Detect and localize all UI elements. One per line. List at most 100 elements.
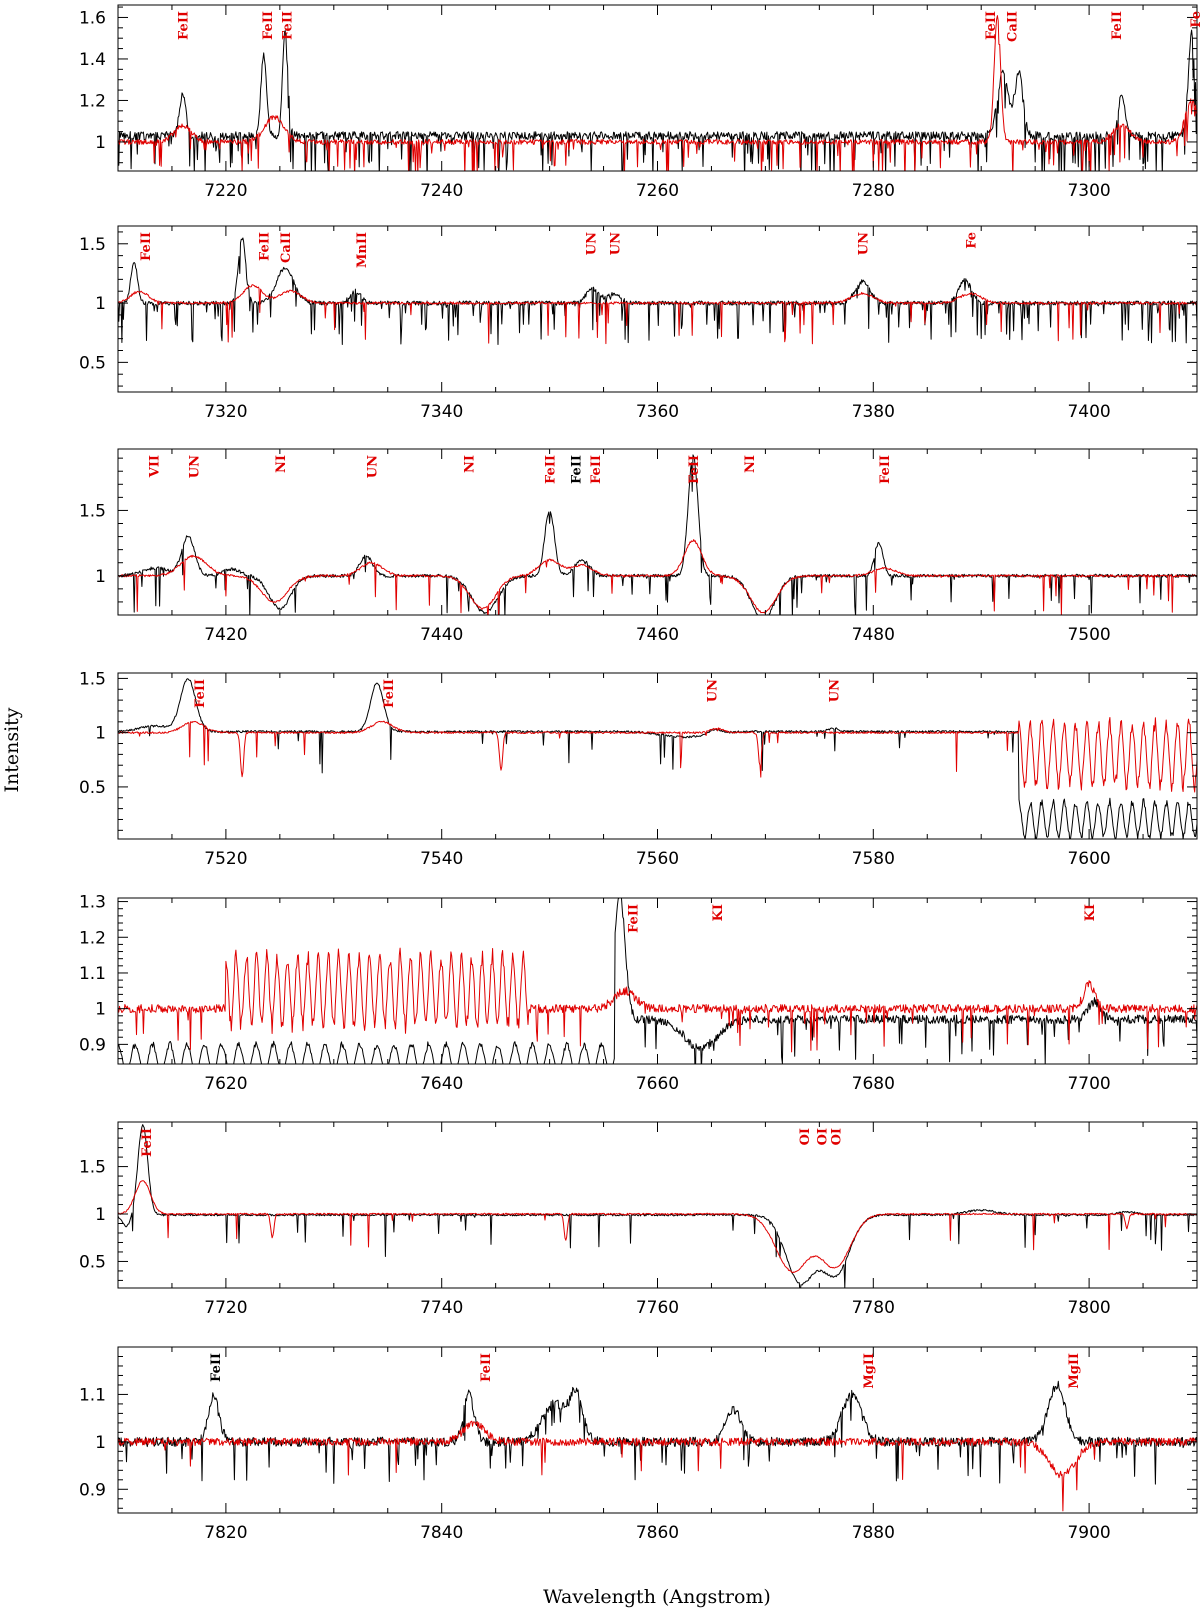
spectrum-panel-3: 7420 7440 7460 7480 7500 1 1.5 VII UN NI UN NI FeII F…	[79, 448, 1198, 645]
y-tick-label: 1	[95, 294, 106, 314]
y-tick-label: 1.4	[79, 50, 106, 70]
line-id-label: FeII	[479, 1353, 494, 1382]
x-tick-label: 7860	[636, 1523, 679, 1543]
x-tick-label: 7440	[420, 625, 463, 645]
line-id-label: UN	[608, 232, 623, 255]
x-tick-label: 7540	[420, 849, 463, 869]
y-tick-label: 1.1	[79, 1385, 106, 1405]
line-id-label: FeII	[140, 1128, 155, 1157]
line-id-label: OI	[798, 1128, 813, 1145]
spectrum-panel-7: 7820 7840 7860 7880 7900 0.9 1 1.1 FeII FeII MgII M…	[79, 1346, 1198, 1543]
x-tick-label: 7320	[204, 402, 247, 422]
line-id-label: FeII	[569, 455, 584, 484]
observed-spectrum-line	[118, 1124, 1197, 1288]
x-tick-label: 7360	[636, 402, 679, 422]
y-tick-label: 1.2	[79, 91, 106, 111]
x-tick-label: 7560	[636, 849, 679, 869]
x-tick-label: 7500	[1067, 625, 1110, 645]
x-tick-label: 7400	[1067, 402, 1110, 422]
y-tick-label: 1.6	[79, 8, 106, 28]
y-tick-label: 0.9	[79, 1480, 106, 1500]
x-tick-label: 7720	[204, 1298, 247, 1318]
line-id-label: OI	[816, 1128, 831, 1145]
x-tick-label: 7760	[636, 1298, 679, 1318]
x-tick-label: 7520	[204, 849, 247, 869]
line-id-label: MnII	[355, 232, 370, 268]
model-spectrum-line	[118, 1420, 1197, 1512]
x-tick-label: 7280	[852, 181, 895, 201]
line-id-label: FeII	[878, 455, 893, 484]
x-tick-label: 7260	[636, 181, 679, 201]
line-id-label: FeII	[139, 232, 154, 261]
line-id-label: FeII	[627, 904, 642, 933]
x-tick-label: 7460	[636, 625, 679, 645]
x-tick-label: 7740	[420, 1298, 463, 1318]
x-tick-label: 7380	[852, 402, 895, 422]
y-tick-label: 0.5	[79, 353, 106, 373]
spectrum-panel-1: 7220 7240 7260 7280 7300 1 1.2 1.4 1.6 FeII FeII Fe…	[79, 4, 1200, 201]
model-spectrum-line	[118, 717, 1197, 793]
y-tick-label: 1.5	[79, 501, 106, 521]
x-tick-label: 7240	[420, 181, 463, 201]
line-id-label: FeII	[177, 11, 192, 40]
line-id-label: KI	[711, 904, 726, 921]
x-tick-label: 7700	[1067, 1074, 1110, 1094]
observed-spectrum-line	[118, 29, 1197, 171]
line-id-label: FeII	[258, 232, 273, 261]
y-tick-label: 1	[95, 1433, 106, 1453]
x-tick-label: 7660	[636, 1074, 679, 1094]
x-tick-label: 7580	[852, 849, 895, 869]
y-tick-label: 1	[95, 724, 106, 744]
y-tick-label: 1.5	[79, 669, 106, 689]
y-tick-label: 1	[95, 567, 106, 587]
y-tick-label: 1.5	[79, 235, 106, 255]
line-id-label: MgII	[862, 1353, 877, 1389]
line-id-label: FeII	[280, 11, 295, 40]
line-id-label: FeII	[1110, 11, 1125, 40]
x-tick-label: 7620	[204, 1074, 247, 1094]
line-id-label: UN	[705, 679, 720, 702]
model-spectrum-line	[118, 539, 1197, 615]
observed-spectrum-line	[118, 1380, 1197, 1485]
line-id-label: FeII	[209, 1353, 224, 1382]
line-id-label: FeII	[544, 455, 559, 484]
x-axis-title: Wavelength (Angstrom)	[543, 1586, 771, 1608]
line-id-label: UN	[188, 455, 203, 478]
plot-frame	[117, 1121, 1198, 1289]
spectrum-panel-2: 7320 7340 7360 7380 7400 0.5 1 1.5 FeII FeII CaII M…	[79, 225, 1198, 422]
model-spectrum-line	[118, 947, 1197, 1053]
x-tick-label: 7800	[1067, 1298, 1110, 1318]
line-id-label: FeII	[193, 679, 208, 708]
x-tick-label: 7880	[852, 1523, 895, 1543]
line-id-label: UN	[827, 679, 842, 702]
y-tick-label: 1	[95, 1000, 106, 1020]
observed-spectrum-line	[118, 678, 1197, 839]
spectrum-panel-4: 7520 7540 7560 7580 7600 0.5 1 1.5 FeII FeII UN UN	[79, 669, 1198, 869]
x-tick-label: 7780	[852, 1298, 895, 1318]
x-tick-label: 7680	[852, 1074, 895, 1094]
y-tick-label: 0.5	[79, 1252, 106, 1272]
line-id-label: FeII	[589, 455, 604, 484]
line-id-label: FeII	[687, 455, 702, 484]
x-tick-label: 7420	[204, 625, 247, 645]
y-tick-label: 1	[95, 133, 106, 153]
line-id-label: Fe	[964, 232, 979, 249]
y-tick-label: 1.2	[79, 928, 106, 948]
y-tick-label: 1.5	[79, 1158, 106, 1178]
x-tick-label: 7820	[204, 1523, 247, 1543]
line-id-label: CaII	[1005, 11, 1020, 42]
line-id-label: NI	[743, 455, 758, 473]
line-id-label: FeII	[382, 679, 397, 708]
line-id-label: VII	[148, 455, 163, 478]
line-id-label: Fe	[1189, 11, 1200, 28]
y-tick-label: 0.5	[79, 778, 106, 798]
y-tick-label: 1.1	[79, 964, 106, 984]
x-tick-label: 7300	[1067, 181, 1110, 201]
model-spectrum-line	[118, 15, 1197, 171]
line-id-label: UN	[585, 232, 600, 255]
x-tick-label: 7900	[1067, 1523, 1110, 1543]
x-tick-label: 7640	[420, 1074, 463, 1094]
panels-group: 7220 7240 7260 7280 7300 1 1.2 1.4 1.6 FeII FeII Fe…	[79, 4, 1200, 1543]
y-tick-label: 0.9	[79, 1035, 106, 1055]
line-id-label: UN	[857, 232, 872, 255]
